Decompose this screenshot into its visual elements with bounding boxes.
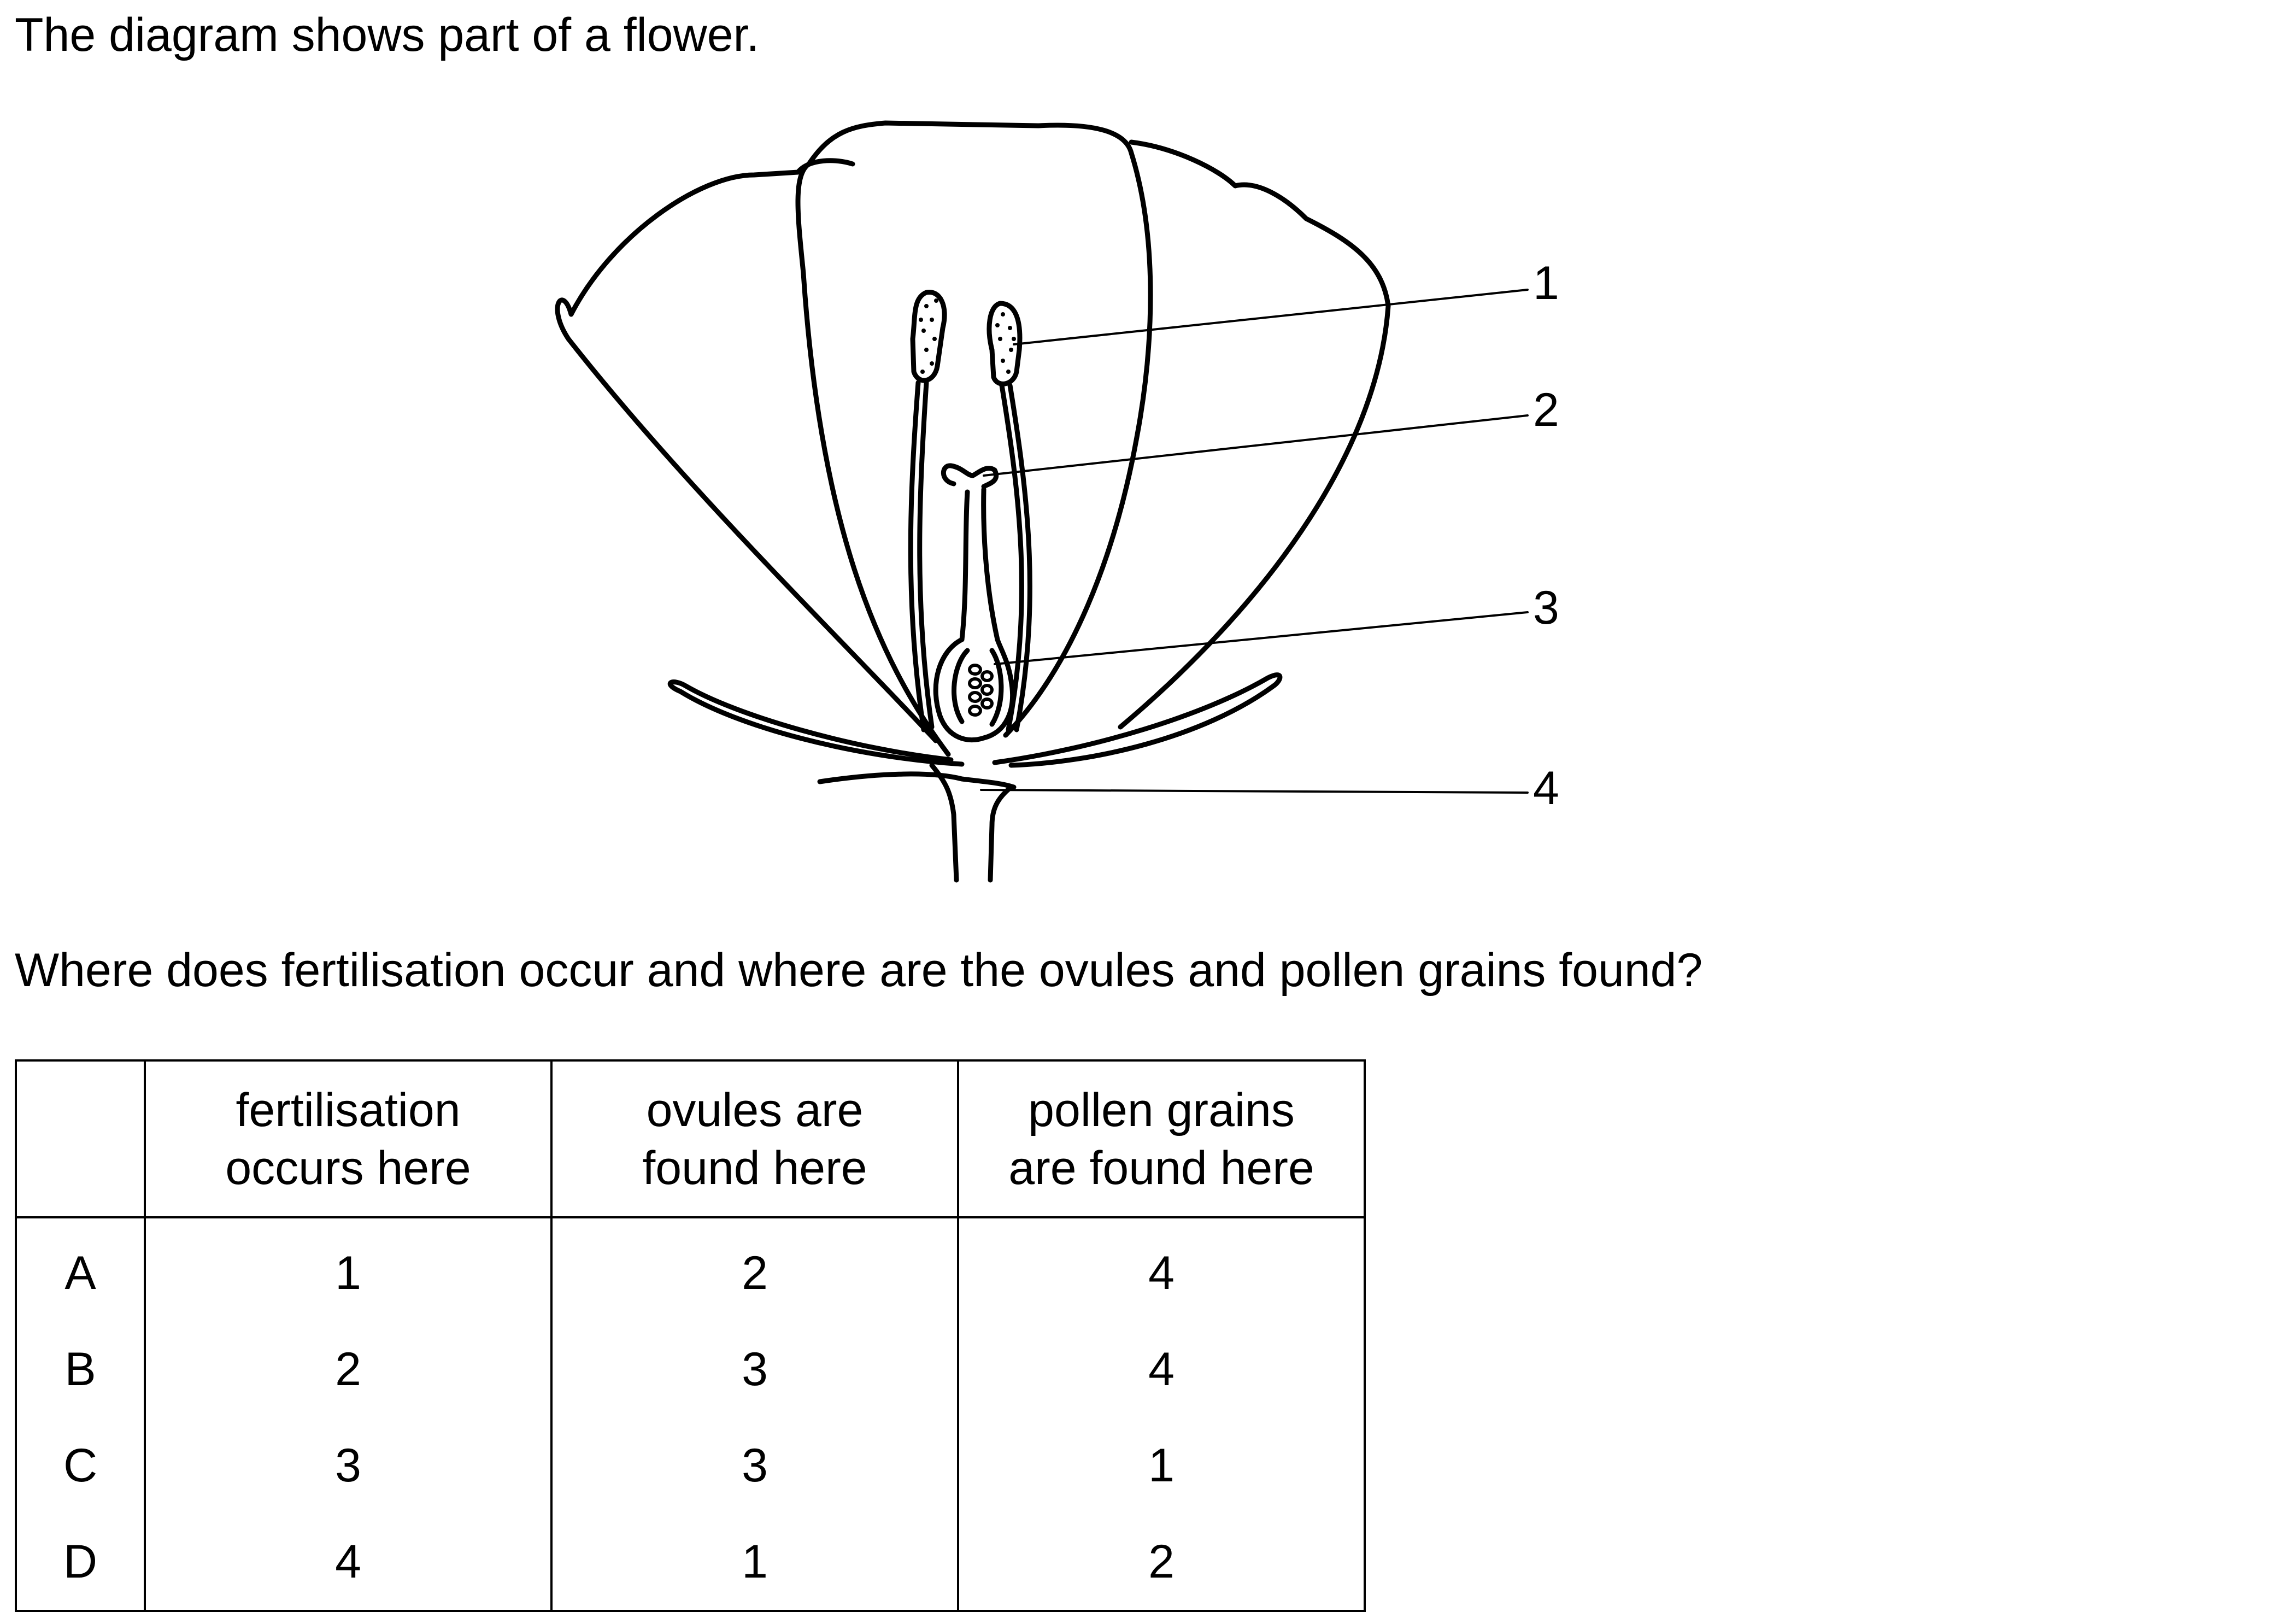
receptacle-base — [817, 771, 1017, 790]
header-ovules-line1: ovules are — [646, 1083, 864, 1136]
right-sepal — [992, 672, 1283, 768]
leader-line-3 — [994, 611, 1529, 665]
header-pollen-line2: are found here — [1008, 1141, 1314, 1194]
table-row-b: B 2 3 4 — [15, 1321, 1366, 1417]
left-petal — [555, 158, 938, 743]
table-cell: 2 — [957, 1514, 1366, 1611]
label-3: 3 — [1533, 582, 1559, 634]
table-cell: 2 — [144, 1321, 553, 1417]
central-petal — [795, 120, 1153, 757]
table-row-d: D 4 1 2 — [15, 1514, 1366, 1611]
header-ovules: ovules are found here — [550, 1060, 959, 1218]
stigma — [941, 463, 999, 489]
table-cell: 1 — [550, 1514, 959, 1611]
header-ovules-line2: found here — [642, 1141, 867, 1194]
table-row-a: A 1 2 4 — [15, 1217, 1366, 1321]
label-2: 2 — [1533, 384, 1559, 436]
row-letter[interactable]: B — [15, 1321, 146, 1417]
table-cell: 3 — [550, 1321, 959, 1417]
row-letter[interactable]: C — [15, 1417, 146, 1514]
header-fertilisation-line2: occurs here — [225, 1141, 471, 1194]
receptacle — [929, 763, 959, 883]
flower-diagram — [555, 120, 1529, 883]
left-sepal — [667, 679, 965, 767]
left-filament — [908, 380, 935, 732]
label-4: 4 — [1533, 762, 1559, 814]
table-header-row: fertilisation occurs here ovules are fou… — [15, 1060, 1366, 1218]
left-anther — [910, 289, 947, 383]
table-cell: 3 — [550, 1417, 959, 1514]
answer-table: fertilisation occurs here ovules are fou… — [15, 1059, 1366, 1612]
header-fertilisation: fertilisation occurs here — [144, 1060, 553, 1218]
style — [959, 486, 1000, 642]
table-cell: 2 — [550, 1217, 959, 1321]
table-cell: 4 — [957, 1321, 1366, 1417]
right-filament — [999, 383, 1032, 732]
table-cell: 1 — [144, 1217, 553, 1321]
table-row-c: C 3 3 1 — [15, 1417, 1366, 1514]
stalk-right — [988, 784, 1014, 883]
row-letter[interactable]: A — [15, 1217, 146, 1321]
row-letter[interactable]: D — [15, 1514, 146, 1611]
table-cell: 1 — [957, 1417, 1366, 1514]
right-anther — [986, 301, 1023, 386]
header-fertilisation-line1: fertilisation — [236, 1083, 461, 1136]
leader-line-1 — [1013, 289, 1529, 345]
right-petal — [1118, 139, 1391, 730]
ovary-inner — [952, 648, 1004, 727]
table-cell: 3 — [144, 1417, 553, 1514]
header-blank — [15, 1060, 146, 1218]
table-cell: 4 — [957, 1217, 1366, 1321]
ovary-outer — [933, 637, 1015, 743]
header-pollen-line1: pollen grains — [1028, 1083, 1295, 1136]
ovules — [968, 664, 994, 717]
intro-text: The diagram shows part of a flower. — [15, 9, 760, 61]
header-pollen: pollen grains are found here — [957, 1060, 1366, 1218]
pollen-dots — [919, 298, 1016, 374]
label-1: 1 — [1533, 257, 1559, 309]
question-text: Where does fertilisation occur and where… — [15, 944, 1703, 996]
leader-line-4 — [980, 789, 1529, 794]
leader-line-2 — [983, 414, 1529, 477]
table-cell: 4 — [144, 1514, 553, 1611]
